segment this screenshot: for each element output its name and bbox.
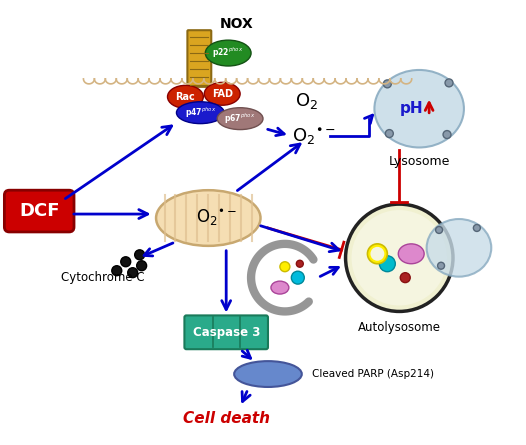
Text: O$_2$$^{•-}$: O$_2$$^{•-}$	[292, 125, 336, 146]
FancyBboxPatch shape	[187, 30, 211, 87]
Text: Caspase 3: Caspase 3	[193, 326, 260, 339]
Circle shape	[368, 244, 387, 264]
Ellipse shape	[167, 85, 204, 108]
Text: FAD: FAD	[212, 89, 232, 99]
Circle shape	[280, 262, 290, 272]
Circle shape	[383, 80, 391, 88]
Text: DCF: DCF	[19, 202, 59, 220]
Ellipse shape	[156, 190, 260, 246]
FancyBboxPatch shape	[185, 316, 268, 349]
Ellipse shape	[176, 102, 224, 124]
Text: p22$^{phox}$: p22$^{phox}$	[213, 46, 244, 60]
Text: p67$^{phox}$: p67$^{phox}$	[225, 111, 256, 126]
Text: O$_2$: O$_2$	[295, 91, 318, 111]
Text: O$_2$$^{•-}$: O$_2$$^{•-}$	[196, 208, 237, 228]
Circle shape	[291, 271, 304, 284]
Ellipse shape	[205, 40, 251, 66]
Text: NOX: NOX	[220, 17, 254, 31]
Circle shape	[400, 273, 410, 283]
Text: Cytochrome C: Cytochrome C	[61, 271, 145, 284]
Ellipse shape	[271, 281, 289, 294]
Text: Cell death: Cell death	[183, 411, 270, 426]
Circle shape	[121, 257, 130, 267]
Text: Lysosome: Lysosome	[389, 155, 450, 168]
Text: p47$^{phox}$: p47$^{phox}$	[185, 105, 216, 120]
Circle shape	[436, 227, 442, 234]
Circle shape	[135, 250, 145, 260]
Text: Autolysosome: Autolysosome	[358, 321, 441, 334]
Text: Rac: Rac	[176, 92, 195, 102]
Circle shape	[128, 268, 138, 278]
Circle shape	[137, 261, 147, 271]
Circle shape	[351, 210, 447, 305]
Circle shape	[346, 204, 453, 312]
Ellipse shape	[375, 70, 464, 147]
Circle shape	[386, 129, 393, 138]
Circle shape	[473, 224, 480, 231]
Circle shape	[112, 266, 122, 275]
Text: pH: pH	[399, 101, 423, 116]
Ellipse shape	[217, 108, 263, 129]
FancyBboxPatch shape	[4, 190, 74, 232]
Circle shape	[379, 256, 396, 272]
Ellipse shape	[234, 361, 302, 387]
Ellipse shape	[204, 82, 240, 105]
Circle shape	[443, 130, 451, 138]
Text: Cleaved PARP (Asp214): Cleaved PARP (Asp214)	[312, 369, 434, 379]
Ellipse shape	[427, 219, 491, 277]
Ellipse shape	[398, 244, 424, 264]
Circle shape	[438, 262, 444, 269]
Circle shape	[445, 79, 453, 87]
Circle shape	[296, 260, 304, 267]
Circle shape	[370, 247, 385, 261]
